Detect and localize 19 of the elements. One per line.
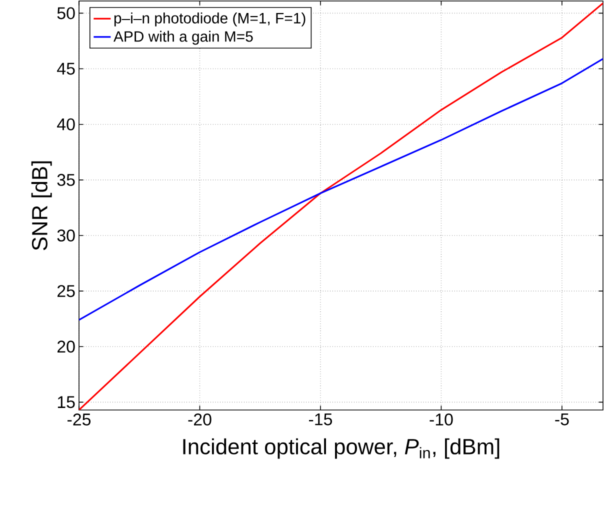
y-tick-label: 30 bbox=[57, 229, 75, 242]
x-tick-label: -15 bbox=[308, 414, 332, 426]
y-tick-label: 40 bbox=[57, 118, 75, 130]
x-tick-label: -5 bbox=[555, 414, 569, 426]
x-tick-label: -10 bbox=[430, 414, 453, 426]
y-tick-label: 20 bbox=[58, 340, 75, 353]
legend-label: p–i–n photodiode (M=1, F=1) bbox=[114, 12, 306, 26]
x-axis-title: Incident optical power, P$_{in}$, [dBm] bbox=[183, 438, 500, 459]
y-tick-label: 15 bbox=[58, 396, 75, 408]
y-tick-label: 50 bbox=[57, 7, 75, 20]
y-tick-label: 25 bbox=[58, 285, 75, 298]
legend-label: APD with a gain M=5 bbox=[114, 30, 253, 45]
x-tick-label: -25 bbox=[68, 414, 91, 426]
line-series bbox=[79, 58, 604, 321]
y-axis-title: SNR [dB] bbox=[31, 161, 52, 250]
line-series bbox=[79, 2, 604, 410]
y-tick-label: 35 bbox=[57, 174, 75, 186]
y-tick-label: 45 bbox=[57, 62, 75, 75]
x-tick-label: -20 bbox=[188, 414, 212, 426]
